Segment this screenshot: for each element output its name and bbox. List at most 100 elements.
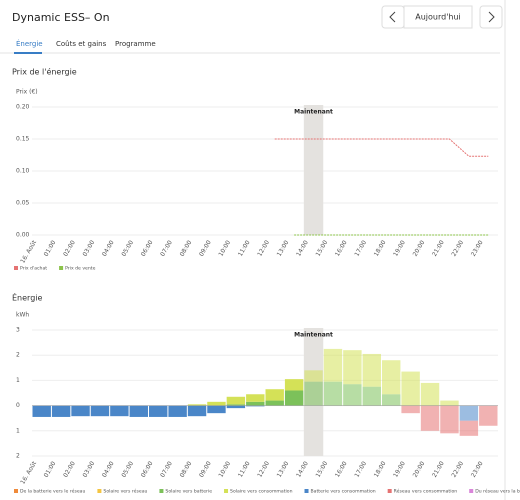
y-axis-label: kWh [16,312,29,319]
bar-segment [343,350,362,385]
x-tick-label: 02:00 [62,239,77,258]
now-label: Maintenant [294,109,333,116]
prev-button[interactable] [381,5,405,29]
legend-swatch [14,489,18,493]
x-tick-label: 14:00 [295,460,310,479]
x-tick-label: 11:00 [237,460,252,479]
x-tick-label: 23:00 [470,239,485,258]
x-tick-label: 04:00 [101,460,116,479]
bar-segment [226,396,246,405]
x-tick-label: 23:00 [470,460,485,479]
x-tick-label: 12:00 [256,239,271,258]
bar-segment [323,348,343,382]
x-tick-label: 16:00 [334,239,349,258]
x-tick-label: 09:00 [198,239,213,258]
x-tick-label: 05:00 [120,239,135,258]
legend-label: Prix de vente [65,266,95,272]
bar-segment [129,405,148,417]
x-tick-label: 18:00 [373,239,388,258]
tab[interactable]: Programme [115,40,156,48]
bar-segment [246,394,265,402]
x-tick-label: 07:00 [159,460,174,479]
legend-label: Du réseau vers la batterie [475,488,520,495]
y-tick-label: 1 [16,427,20,434]
bar-segment [90,405,110,417]
x-tick-label: 16:00 [334,460,349,479]
legend-swatch [387,489,392,493]
x-tick-label: 17:00 [353,460,368,479]
bar-segment [362,353,381,387]
bar-segment [51,405,71,417]
x-tick-label: 12:00 [256,460,271,479]
x-tick-label: 07:00 [159,239,174,258]
bar-segment [246,405,265,407]
bar-segment [226,404,246,406]
x-tick-label: 21:00 [431,460,446,479]
chart-title: Prix de l'énergie [12,67,77,77]
now-label: Maintenant [294,332,333,339]
x-tick-label: 19:00 [392,460,407,479]
bar-segment [187,404,207,406]
y-tick-label: 2 [16,453,20,460]
bar-segment [459,405,479,421]
x-tick-label: 16. Août [19,239,38,265]
x-tick-label: 11:00 [237,239,252,258]
legend-swatch [224,489,229,493]
bar-segment [401,371,420,406]
x-tick-label: 15:00 [315,460,330,479]
y-tick-label: 0.10 [16,168,30,175]
bar-segment [304,381,323,406]
legend-swatch [97,489,102,493]
x-tick-label: 18:00 [373,460,388,479]
legend-label: Réseau vers consommation [394,488,458,495]
bar-segment [479,405,498,426]
legend-swatch [14,266,18,270]
bar-segment [343,384,362,406]
bar-segment [440,400,459,406]
bar-segment [382,394,401,406]
bar-segment [401,405,420,414]
price-line [274,138,489,157]
bar-segment [459,420,479,436]
legend-label: Solaire vers consommation [230,489,293,495]
bar-segment [71,405,90,417]
x-tick-label: 06:00 [140,239,155,258]
legend-swatch [304,489,309,493]
y-tick-label: 3 [16,327,20,334]
y-tick-label: 0.15 [16,136,30,143]
chart-title: Énergie [12,292,42,303]
bar-segment [362,386,381,406]
x-tick-label: 13:00 [276,460,291,479]
tab[interactable]: Coûts et gains [56,40,107,48]
x-tick-label: 03:00 [82,460,97,479]
tab[interactable]: Énergie [16,39,43,48]
bar-segment [207,401,226,406]
legend-swatch [469,489,474,493]
legend-label: De la batterie vers le réseau [20,488,85,495]
bar-segment [265,389,284,401]
bar-segment [284,379,304,391]
y-tick-label: 0 [16,402,20,409]
legend-swatch [159,489,164,493]
legend-label: Batterie vers consommation [311,489,376,495]
bar-segment [265,400,284,406]
x-tick-label: 03:00 [82,239,97,258]
legend-label: Solaire vers batterie [165,489,212,495]
next-button[interactable] [479,5,503,29]
bar-segment [246,401,265,406]
x-tick-label: 22:00 [450,460,465,479]
x-tick-label: 09:00 [198,460,213,479]
now-band [303,105,324,235]
x-tick-label: 20:00 [412,460,427,479]
legend-swatch [59,266,64,270]
x-tick-label: 19:00 [392,239,407,258]
x-tick-label: 22:00 [450,239,465,258]
x-tick-label: 04:00 [101,239,116,258]
page-title: Dynamic ESS– On [12,11,110,24]
bar-segment [187,405,207,417]
date-button[interactable] [403,5,473,29]
x-tick-label: 01:00 [43,239,58,258]
x-tick-label: 17:00 [353,239,368,258]
y-tick-label: 0.05 [16,200,30,207]
